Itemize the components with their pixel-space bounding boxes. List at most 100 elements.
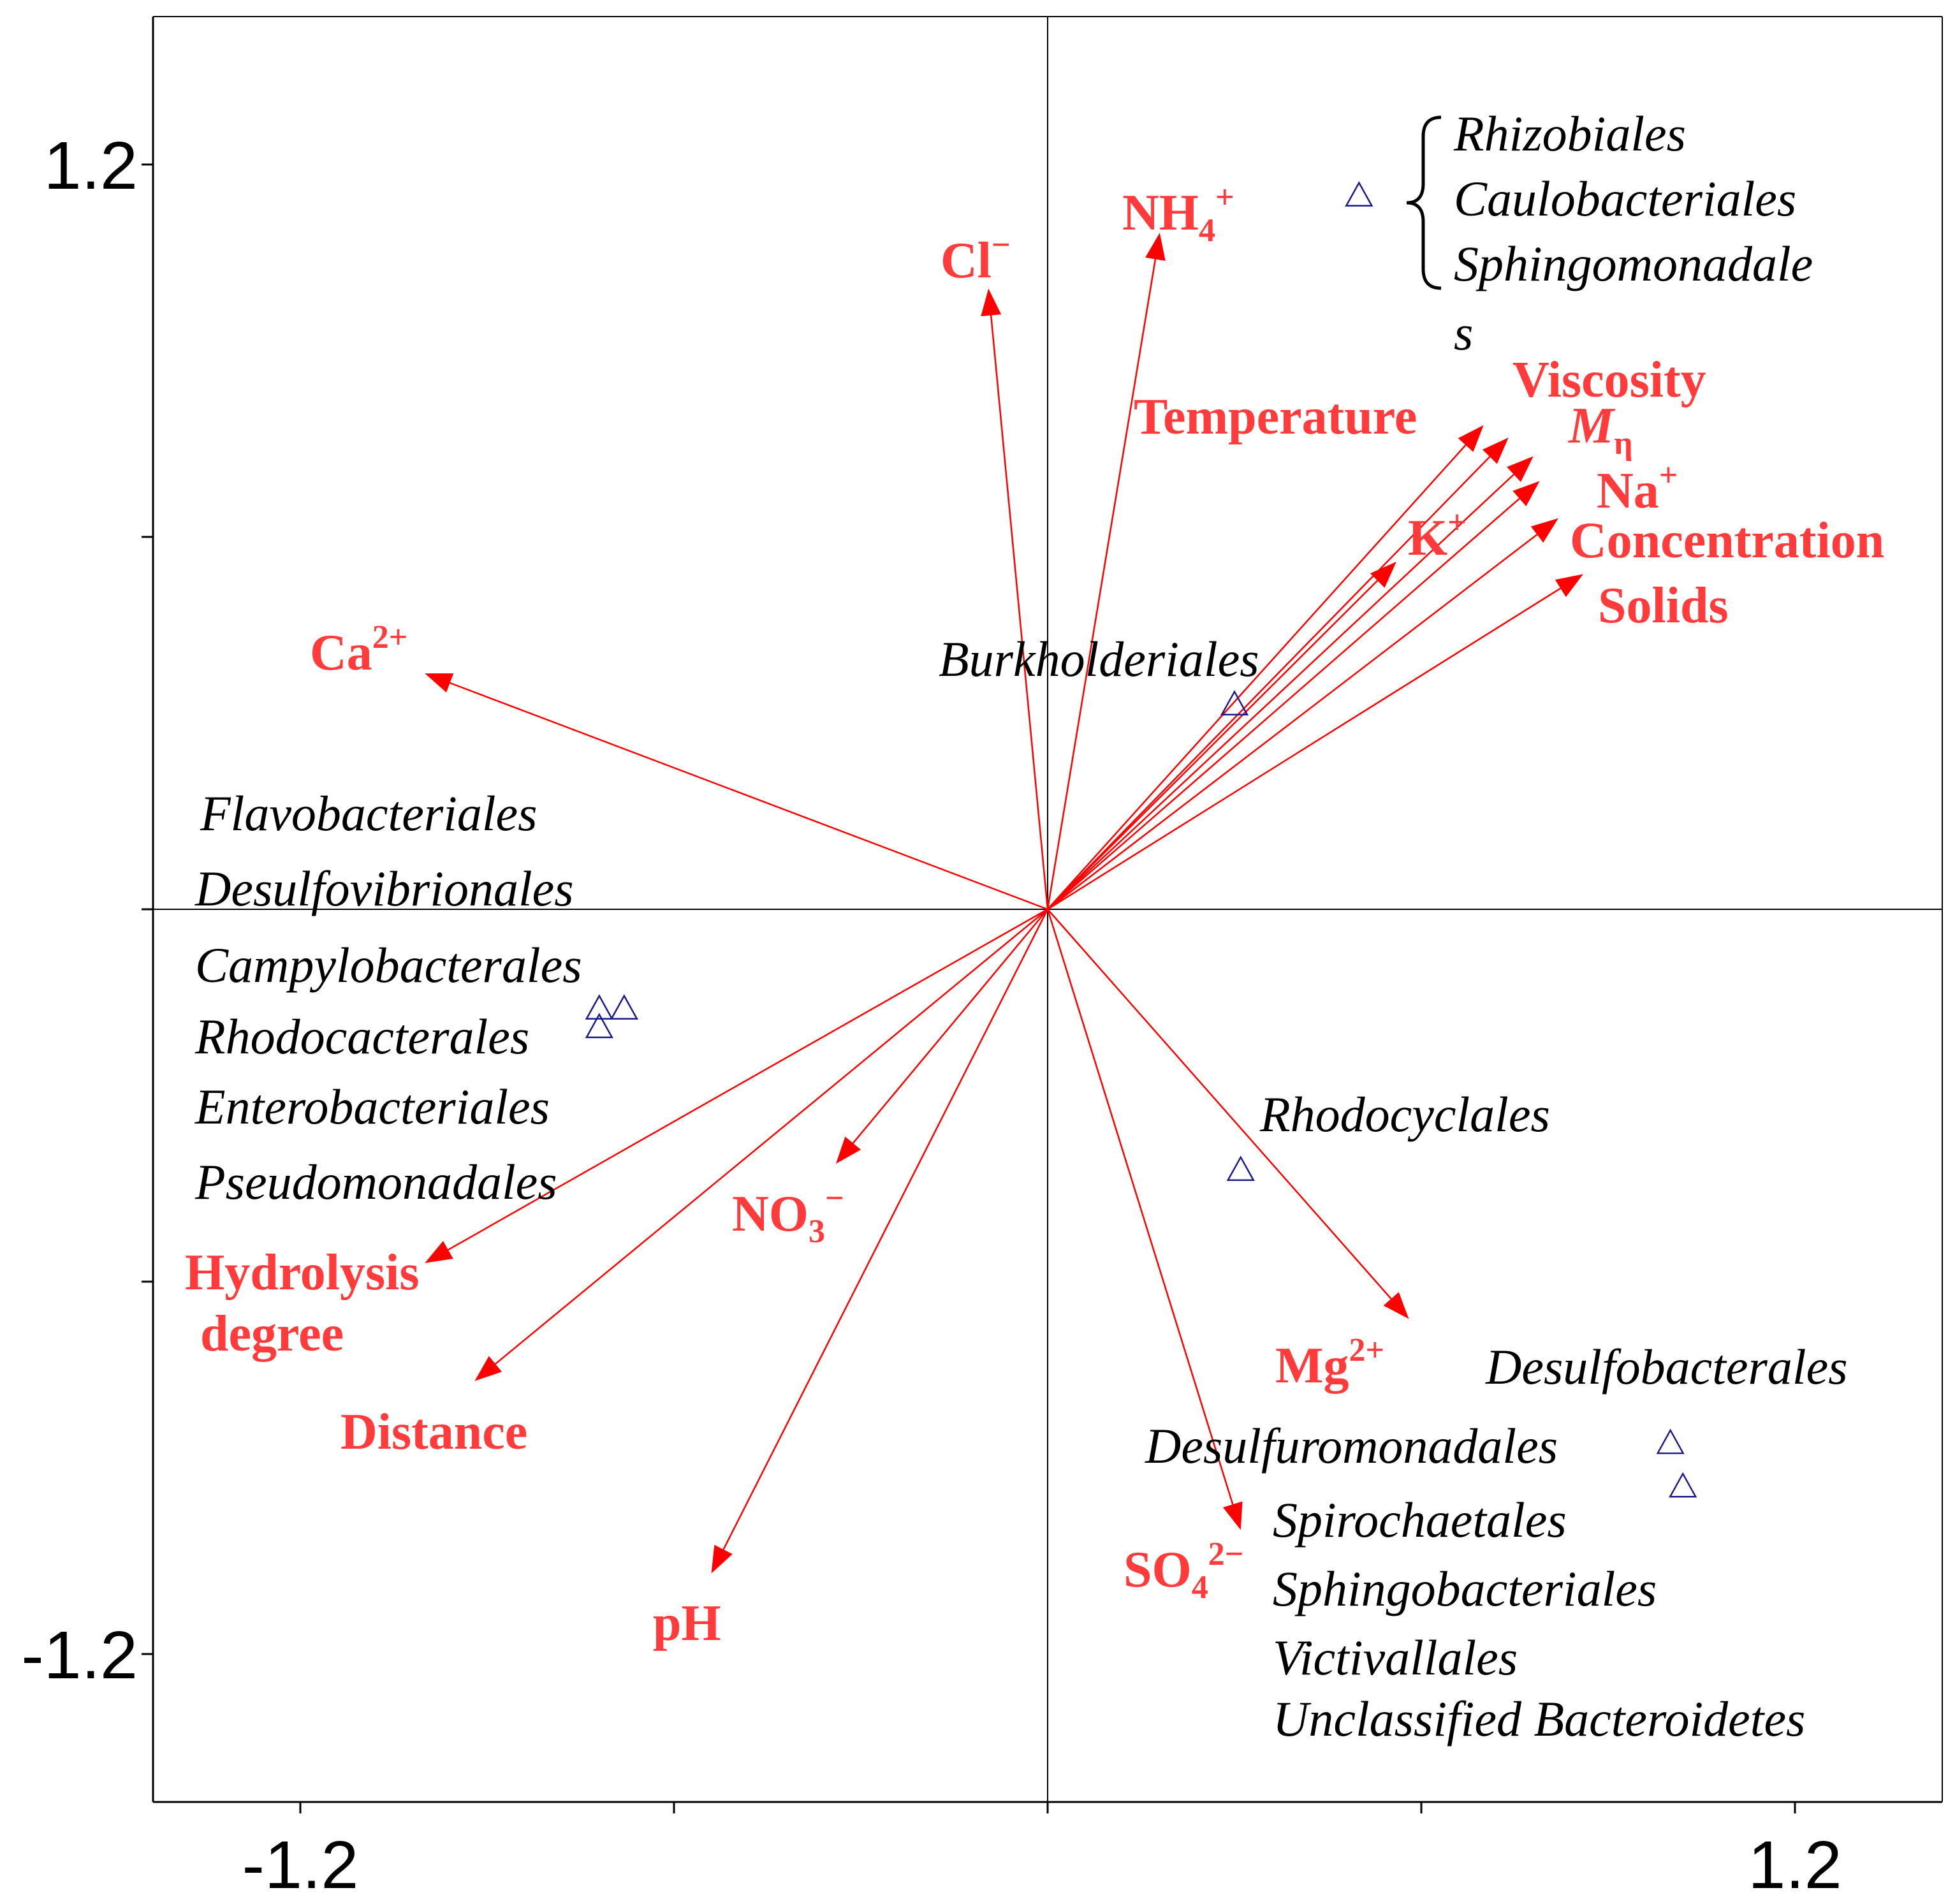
sample-markers: [585, 181, 1697, 1498]
label-nh4-subscript: 4: [1199, 212, 1215, 249]
environment-vectors: [425, 233, 1583, 1574]
label-visc-text: Viscosity: [1512, 352, 1706, 408]
taxon-label: Pseudomonadales: [194, 1154, 557, 1210]
label-dist-text: Distance: [340, 1404, 527, 1460]
vector-dist-shaft: [495, 909, 1048, 1365]
label-mn-text: M: [1567, 398, 1616, 454]
taxon-label: Enterobacteriales: [194, 1079, 550, 1134]
vector-nh4-shaft: [1046, 259, 1157, 910]
taxon-label: Rhodocacterales: [194, 1009, 529, 1064]
label-ca: Ca2+: [310, 619, 407, 681]
taxon-label: Victivallales: [1273, 1630, 1518, 1685]
label-visc: Viscosity: [1512, 352, 1706, 408]
vector-visc-arrowhead: [1482, 437, 1509, 464]
vector-na-shaft: [1047, 498, 1520, 910]
taxon-label: s: [1454, 305, 1473, 360]
label-dist: Distance: [340, 1404, 527, 1460]
label-so4-subscript: 4: [1192, 1569, 1208, 1606]
vector-solids-arrowhead: [1555, 574, 1583, 597]
label-temp-text: Temperature: [1134, 389, 1417, 445]
tick-labels: -1.2 1.2 1.2 -1.2: [21, 128, 1842, 1903]
vector-cl-arrowhead: [981, 288, 1002, 316]
taxon-label: Desulfovibrionales: [194, 861, 574, 916]
taxon-label: Sphingomonadale: [1454, 236, 1813, 291]
label-no3: NO3−: [732, 1180, 844, 1250]
label-ca-text: Ca: [310, 625, 372, 681]
label-mg: Mg2+: [1275, 1332, 1384, 1394]
vector-ph-shaft: [722, 909, 1049, 1550]
label-cl-superscript: −: [992, 227, 1011, 263]
label-so4-text: SO: [1124, 1542, 1192, 1598]
label-nh4: NH4+: [1122, 179, 1234, 249]
y-tick-label: -1.2: [21, 1618, 138, 1693]
taxon-label: Desulfobacterales: [1485, 1339, 1848, 1395]
x-tick-label: 1.2: [1748, 1827, 1842, 1903]
taxon-label: Caulobacteriales: [1454, 171, 1796, 226]
vector-nh4-arrowhead: [1145, 233, 1166, 261]
taxon-label: Desulfuromonadales: [1145, 1418, 1558, 1474]
label-mg-superscript: 2+: [1349, 1332, 1385, 1368]
label-k-superscript: +: [1447, 504, 1467, 541]
triangle-marker: [1669, 1472, 1697, 1498]
label-na: Na+: [1597, 457, 1678, 519]
taxa-labels: Rhizobiales Caulobacteriales Sphingomonada…: [194, 106, 1848, 1747]
label-na-superscript: +: [1659, 457, 1678, 494]
x-tick-label: -1.2: [242, 1827, 359, 1903]
taxon-label: Rhodocyclales: [1259, 1087, 1550, 1142]
vector-temp-arrowhead: [1458, 425, 1484, 452]
vector-so4-shaft: [1046, 909, 1234, 1505]
triangle-marker: [1656, 1428, 1685, 1454]
label-solids: Solids: [1598, 578, 1729, 634]
triangle-marker: [1345, 181, 1373, 207]
vector-so4-arrowhead: [1223, 1501, 1243, 1530]
label-hyd-text: Hydrolysis: [185, 1245, 420, 1301]
vector-no3-arrowhead: [835, 1136, 861, 1164]
vector-dist-arrowhead: [474, 1356, 502, 1381]
vector-conc-shaft: [1047, 534, 1538, 910]
y-tick-label: 1.2: [44, 128, 138, 203]
label-conc-text: Concentration: [1570, 513, 1884, 569]
taxon-label: Burkholderiales: [939, 631, 1259, 687]
label-cl: Cl−: [941, 227, 1011, 289]
label-nh4-superscript: +: [1215, 179, 1234, 216]
label-hyd: Hydrolysis: [185, 1245, 420, 1301]
triangle-marker: [1226, 1155, 1255, 1182]
vector-ca-shaft: [450, 682, 1048, 911]
taxon-label: Flavobacteriales: [200, 786, 538, 841]
vector-hyd-shaft: [448, 908, 1048, 1251]
label-k: K+: [1408, 504, 1467, 566]
label-hyd-line2: degree: [200, 1306, 344, 1362]
vector-conc-arrowhead: [1530, 518, 1558, 543]
label-conc: Concentration: [1570, 513, 1884, 569]
label-temp: Temperature: [1134, 389, 1417, 445]
vector-ph-arrowhead: [711, 1544, 733, 1574]
label-ph-text: pH: [653, 1595, 721, 1651]
label-no3-subscript: 3: [809, 1213, 825, 1250]
vector-no3-shaft: [852, 909, 1048, 1144]
label-mn: Mη: [1567, 398, 1633, 462]
vector-k-shaft: [1047, 580, 1379, 910]
label-so4-superscript: 2−: [1208, 1536, 1244, 1572]
vector-mg-shaft: [1047, 909, 1392, 1300]
vector-mn-shaft: [1047, 474, 1514, 910]
label-no3-text: NO: [732, 1186, 809, 1242]
taxon-label: Unclassified Bacteroidetes: [1273, 1691, 1805, 1747]
label-so4: SO42−: [1124, 1536, 1243, 1606]
label-ca-superscript: 2+: [372, 619, 408, 655]
vector-mn-arrowhead: [1507, 456, 1534, 482]
taxon-label: Campylobacterales: [195, 937, 582, 993]
vector-mg-arrowhead: [1383, 1292, 1409, 1319]
label-mg-text: Mg: [1275, 1338, 1349, 1394]
triangle-marker: [585, 1013, 613, 1039]
vector-k-arrowhead: [1370, 561, 1396, 588]
vector-temp-shaft: [1047, 444, 1467, 910]
vector-cl-shaft: [990, 315, 1049, 910]
vector-visc-shaft: [1047, 456, 1491, 910]
label-k-text: K: [1408, 510, 1447, 566]
vector-ca-arrowhead: [425, 673, 454, 692]
label-no3-superscript: −: [825, 1180, 844, 1217]
taxon-label: Rhizobiales: [1453, 106, 1686, 161]
triangle-marker: [610, 994, 638, 1020]
